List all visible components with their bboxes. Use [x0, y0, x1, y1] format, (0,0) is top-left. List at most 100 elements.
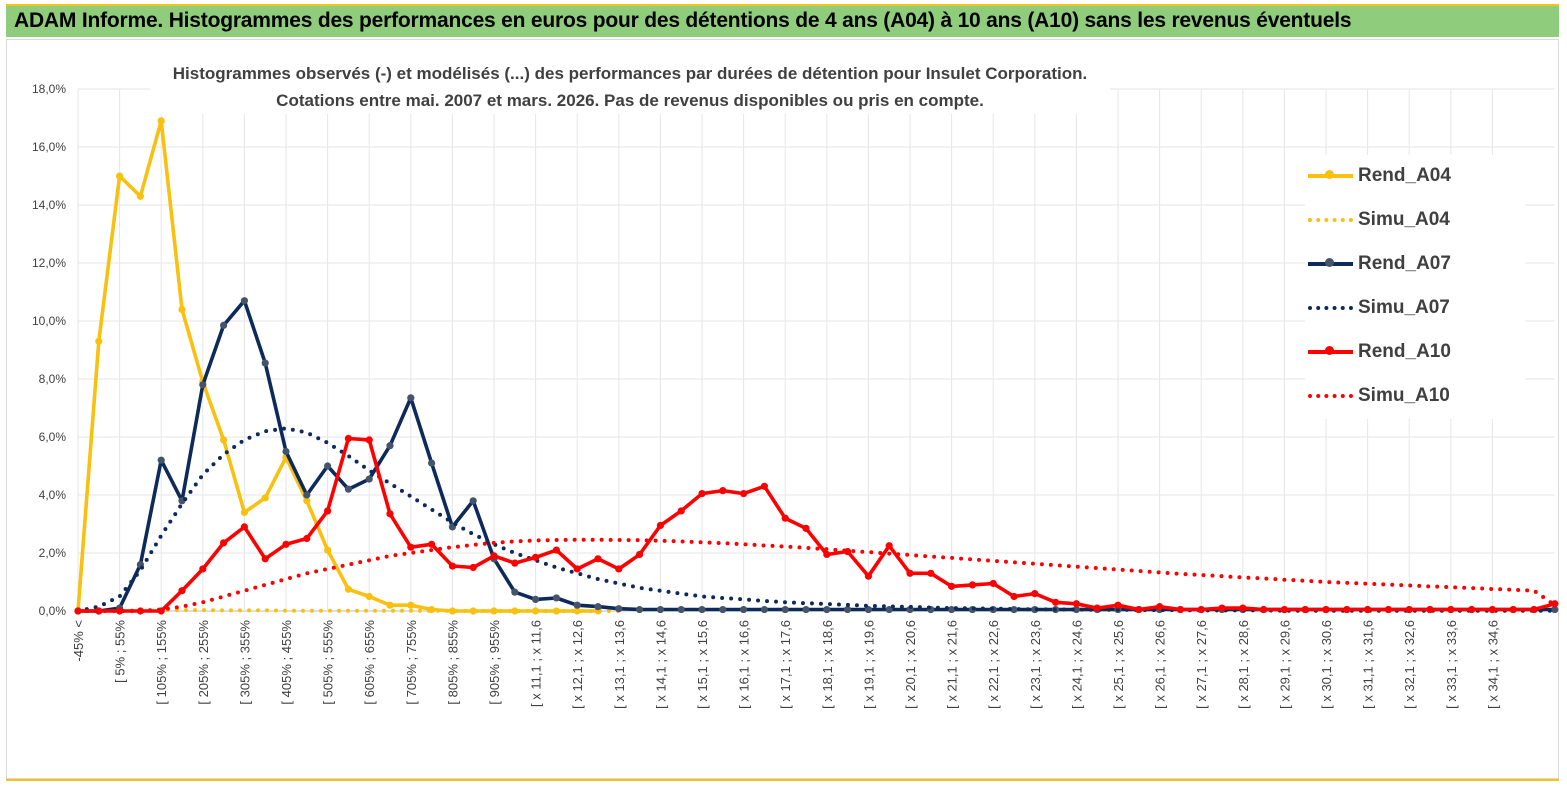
legend-label: Simu_A07	[1358, 297, 1450, 318]
series-line-simu-a10	[76, 537, 1557, 613]
x-tick-label: -45% <	[71, 620, 86, 662]
x-tick-label: [ x 17,1 ; x 17,6	[778, 620, 793, 709]
data-point-rend-a10	[178, 587, 186, 595]
y-tick-label: 18,0%	[32, 82, 66, 96]
legend-label: Rend_A10	[1358, 341, 1451, 362]
series-line-simu-a07	[76, 426, 1557, 613]
data-point-rend-a10	[594, 555, 602, 563]
x-tick-label: [ x 13,1 ; x 13,6	[612, 620, 627, 709]
x-tick-label: [ 205% ; 255%	[196, 620, 211, 705]
y-tick-label: 12,0%	[32, 256, 66, 270]
x-tick-label: [ x 19,1 ; x 19,6	[861, 620, 876, 709]
data-point-rend-a10	[698, 489, 706, 498]
data-point-rend-a07	[552, 594, 561, 602]
x-tick-label: [ x 15,1 ; x 15,6	[695, 620, 710, 709]
data-point-rend-a07	[282, 447, 290, 456]
data-point-rend-a07	[1010, 605, 1018, 614]
data-point-rend-a10	[282, 540, 290, 548]
y-tick-label: 10,0%	[32, 314, 66, 328]
y-tick-label: 4,0%	[39, 488, 67, 502]
data-point-rend-a07	[948, 605, 956, 614]
data-point-rend-a07	[885, 605, 893, 614]
data-point-rend-a10	[1509, 605, 1517, 614]
data-point-rend-a04	[220, 436, 228, 444]
chart-title-line-1: Histogrammes observés (-) et modélisés (…	[172, 64, 1088, 83]
data-point-rend-a07	[303, 491, 311, 499]
x-tick-label: [ x 18,1 ; x 18,6	[820, 620, 835, 709]
data-point-rend-a07	[365, 475, 373, 483]
data-point-rend-a10	[989, 579, 997, 588]
data-point-rend-a07	[261, 359, 269, 367]
data-point-rend-a10	[261, 555, 269, 563]
data-point-rend-a04	[303, 497, 311, 505]
x-tick-label: [ x 21,1 ; x 21,6	[945, 620, 960, 709]
data-point-rend-a07	[199, 381, 207, 389]
data-point-rend-a10	[344, 434, 352, 443]
data-point-rend-a10	[407, 543, 415, 551]
legend-item-rend-a10: Rend_A10	[1305, 331, 1525, 375]
legend-line-swatch	[1308, 306, 1353, 310]
data-point-rend-a10	[490, 552, 498, 560]
y-tick-label: 0,0%	[39, 604, 67, 618]
data-point-rend-a10	[1114, 601, 1122, 609]
data-point-rend-a10	[1260, 605, 1268, 614]
legend-marker-swatch	[1325, 258, 1334, 267]
data-point-rend-a07	[844, 605, 852, 614]
data-point-rend-a04	[365, 592, 373, 601]
data-point-rend-a04	[448, 607, 456, 615]
x-tick-label: [ x 27,1 ; x 27,6	[1194, 620, 1209, 709]
x-tick-label: [ x 33,1 ; x 33,6	[1444, 620, 1459, 709]
legend-line-swatch	[1308, 218, 1353, 222]
data-point-rend-a10	[240, 523, 248, 531]
data-point-rend-a10	[968, 581, 977, 589]
data-point-rend-a10	[1405, 605, 1413, 614]
data-point-rend-a10	[1072, 600, 1080, 608]
data-point-rend-a10	[532, 553, 540, 561]
data-point-rend-a10	[864, 572, 873, 580]
data-point-rend-a10	[1426, 605, 1434, 614]
x-tick-label: [ 905% ; 955%	[487, 620, 502, 705]
data-point-rend-a10	[448, 562, 456, 570]
data-point-rend-a10	[927, 569, 935, 577]
legend-marker-swatch	[1325, 346, 1334, 355]
x-tick-label: [ x 28,1 ; x 28,6	[1236, 620, 1251, 709]
data-point-rend-a10	[1197, 605, 1205, 614]
data-point-rend-a10	[1551, 600, 1559, 608]
x-tick-label: [ x 30,1 ; x 30,6	[1319, 620, 1334, 709]
data-point-rend-a07	[240, 297, 248, 305]
x-tick-label: [ 305% ; 355%	[237, 620, 252, 705]
data-point-rend-a10	[1010, 592, 1018, 601]
data-point-rend-a07	[157, 456, 165, 464]
data-point-rend-a10	[1301, 605, 1309, 614]
y-axis-ticks: 0,0% 2,0% 4,0% 6,0% 8,0% 10,0% 12,0% 14,0% 16,0%…	[32, 82, 66, 618]
data-point-rend-a07	[781, 605, 789, 614]
data-point-rend-a04	[386, 601, 394, 609]
data-point-rend-a04	[240, 508, 248, 516]
data-point-rend-a07	[636, 605, 644, 614]
data-point-rend-a07	[344, 485, 352, 493]
data-point-rend-a04	[573, 607, 581, 615]
x-tick-label: [ 605% ; 655%	[362, 620, 377, 705]
x-tick-label: [ x 14,1 ; x 14,6	[653, 620, 668, 709]
data-point-rend-a10	[719, 487, 727, 495]
data-point-rend-a10	[365, 436, 373, 444]
data-point-rend-a10	[116, 607, 124, 615]
data-point-rend-a10	[1343, 605, 1351, 614]
data-point-rend-a10	[1135, 605, 1143, 614]
legend-item-rend-a07: Rend_A07	[1305, 243, 1525, 287]
data-point-rend-a10	[1322, 605, 1330, 614]
x-tick-label: [ 405% ; 455%	[279, 620, 294, 705]
data-point-rend-a10	[386, 510, 394, 518]
data-point-rend-a07	[469, 497, 477, 505]
data-point-rend-a10	[552, 546, 561, 554]
data-point-rend-a10	[511, 559, 519, 567]
x-tick-label: [ x 25,1 ; x 25,6	[1111, 620, 1126, 709]
x-tick-label: [ x 34,1 ; x 34,6	[1485, 620, 1500, 709]
data-point-rend-a10	[823, 550, 831, 559]
chart-title-line-2: Cotations entre mai. 2007 et mars. 2026.…	[276, 91, 984, 110]
legend-item-simu-a07: Simu_A07	[1305, 287, 1525, 331]
data-point-rend-a10	[885, 542, 893, 550]
data-point-rend-a10	[1218, 604, 1226, 612]
